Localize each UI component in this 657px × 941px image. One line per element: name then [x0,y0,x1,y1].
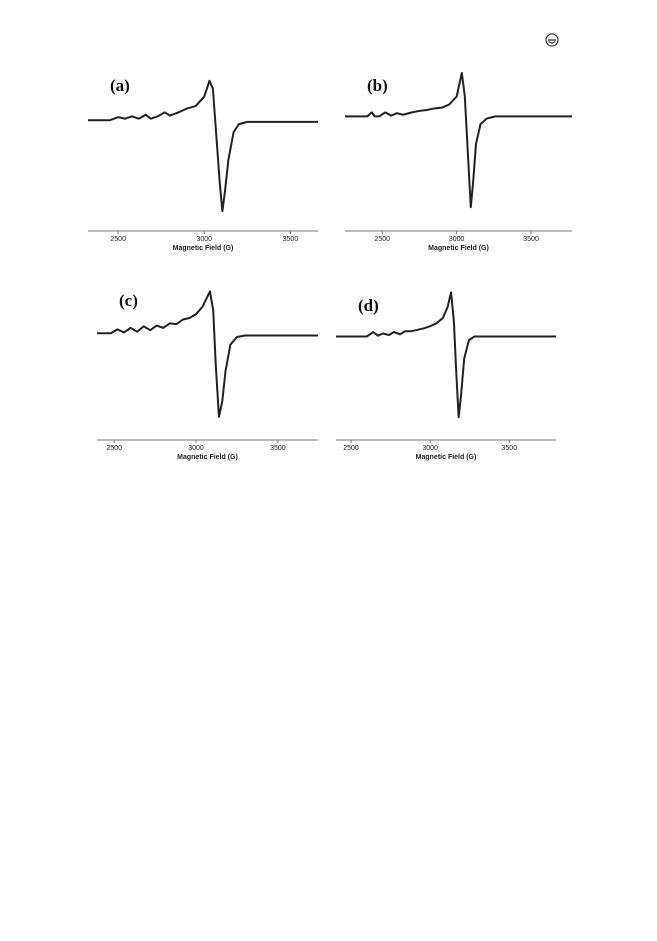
x-tick-label: 3000 [197,236,213,243]
x-tick-label: 2500 [374,236,390,243]
x-axis-label: Magnetic Field (G) [416,454,477,461]
x-axis-label: Magnetic Field (G) [173,245,234,252]
journal-icon [545,33,559,47]
x-tick-label: 2500 [106,445,122,452]
panel-label: (b) [367,76,388,95]
spectrum-line [88,79,318,213]
spectrum-line [336,291,556,419]
panel-label: (a) [110,76,130,95]
x-tick-label: 2500 [343,445,359,452]
x-tick-label: 3500 [523,236,539,243]
spectrum-line [345,71,572,209]
x-axis-label: Magnetic Field (G) [428,245,489,252]
spectrum-line [97,290,318,418]
x-tick-label: 3000 [422,445,438,452]
panel-label: (c) [119,291,138,310]
panel-label: (d) [358,296,379,315]
x-tick-label: 3500 [283,236,299,243]
x-axis-label: Magnetic Field (G) [177,454,238,461]
x-tick-label: 3500 [502,445,518,452]
x-tick-label: 3000 [449,236,465,243]
x-tick-label: 3000 [188,445,204,452]
x-tick-label: 2500 [110,236,126,243]
x-tick-label: 3500 [270,445,286,452]
